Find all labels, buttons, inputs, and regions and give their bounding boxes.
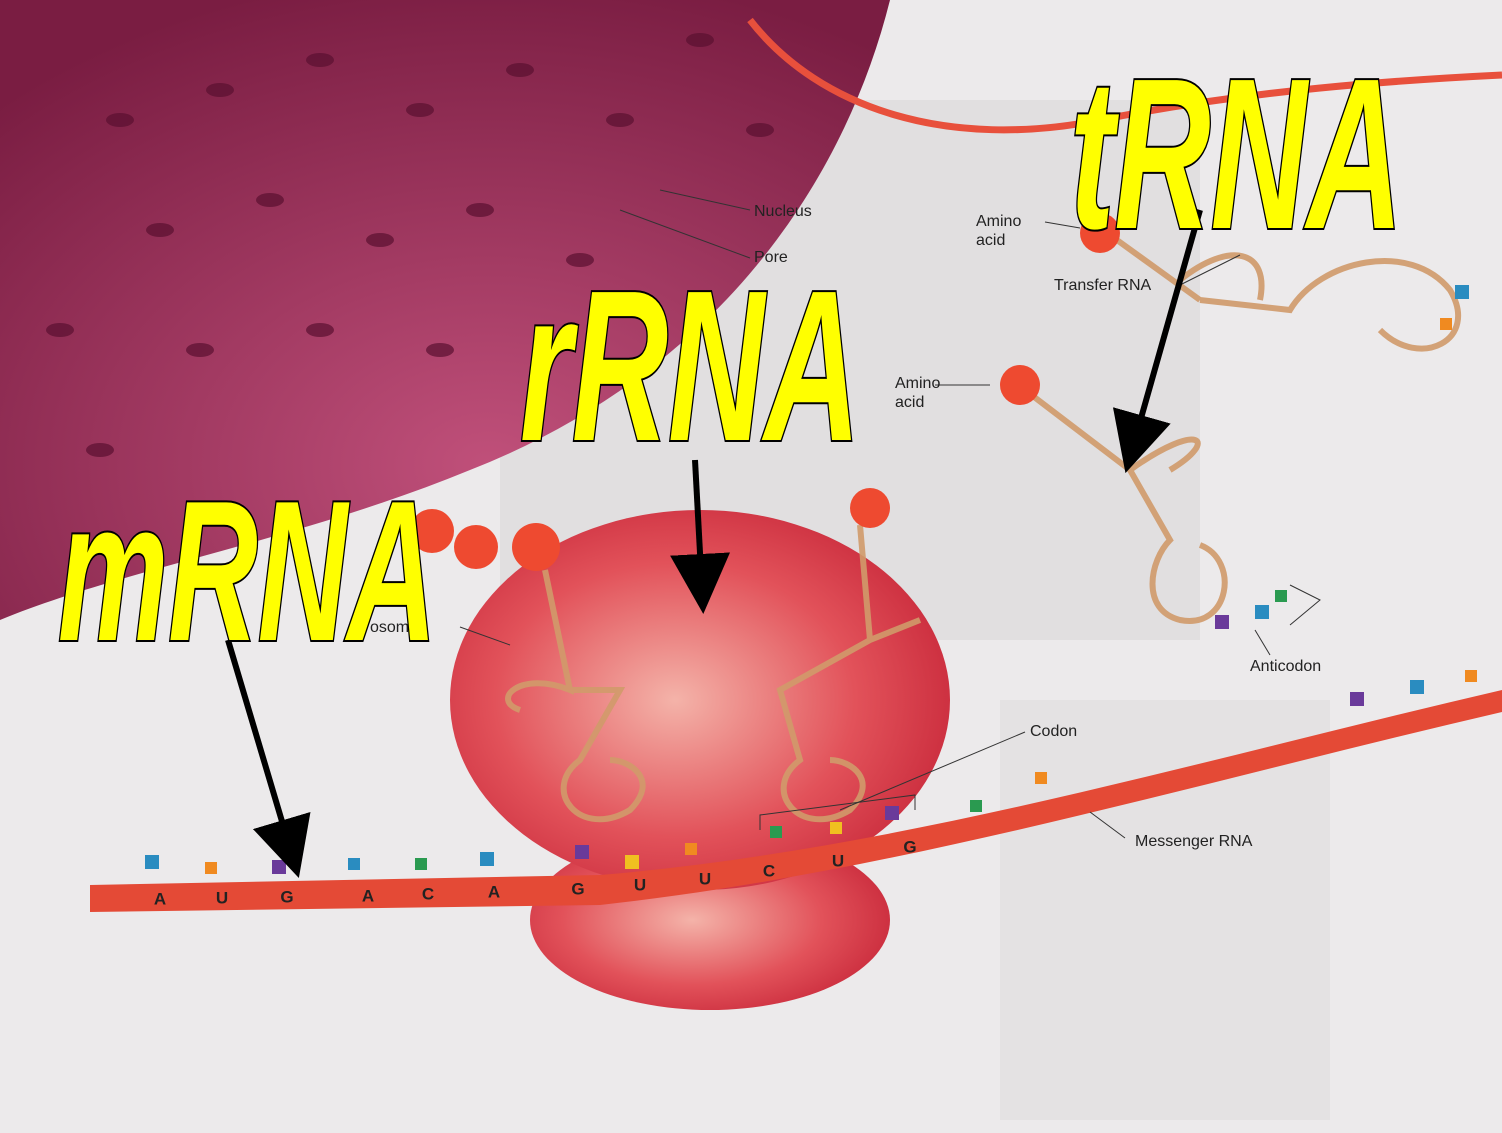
- callout-label: Pore: [754, 249, 788, 266]
- base-letter: A: [154, 889, 166, 908]
- outgoing-rna: [747, 17, 1502, 134]
- amino-acids: [410, 213, 1120, 571]
- callouts: Nucleus Pore Amino acid Transfer RNA Amino aci…: [370, 203, 1321, 850]
- base-letter: G: [571, 879, 584, 898]
- base-letter: C: [763, 861, 775, 880]
- base-letter: A: [362, 886, 374, 905]
- base-letter: C: [422, 884, 434, 903]
- mrna-strand: [90, 690, 1502, 912]
- callout-label: Transfer RNA: [1054, 277, 1152, 294]
- callout-label: osome: [370, 619, 418, 636]
- faded-text: [1000, 700, 1330, 1120]
- base-letter: U: [699, 869, 711, 888]
- pores: [46, 33, 774, 457]
- base-letter: A: [488, 882, 500, 901]
- rrna-label: rRNA: [520, 245, 861, 485]
- callout-label: Amino acid: [976, 213, 1021, 249]
- base-letter: U: [216, 888, 228, 907]
- base-letter: G: [903, 837, 916, 856]
- callout-label: Amino acid: [895, 375, 940, 411]
- base-letter: G: [280, 887, 293, 906]
- arrows: [225, 209, 1203, 879]
- nucleus: [0, 0, 890, 620]
- base-letter: U: [832, 851, 844, 870]
- callout-label: Codon: [1030, 723, 1077, 740]
- base-letter: U: [634, 875, 646, 894]
- mrna-label: mRNA: [58, 460, 437, 684]
- callout-label: Messenger RNA: [1135, 833, 1253, 850]
- bases: A U G A C A G U U C U G: [154, 837, 917, 908]
- ribosome-large-unit: [450, 510, 950, 890]
- trna-label: tRNA: [1070, 33, 1403, 273]
- callout-lines: [459, 189, 1321, 839]
- callout-label: Nucleus: [754, 203, 812, 220]
- callout-label: Anticodon: [1250, 658, 1321, 675]
